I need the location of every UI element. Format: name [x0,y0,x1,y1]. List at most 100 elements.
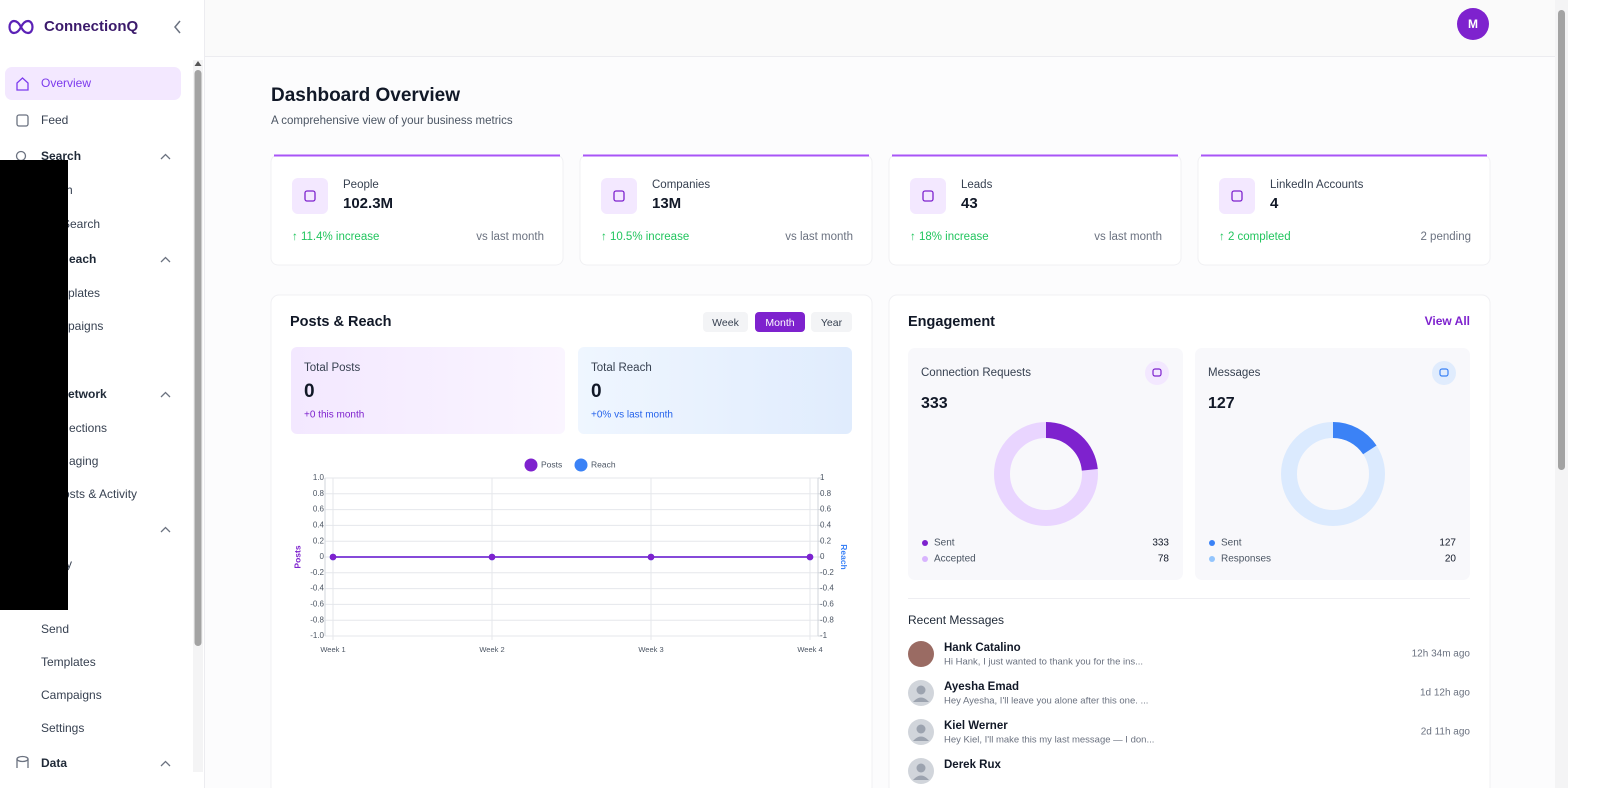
avatar-head [916,685,926,695]
stat-icon [613,190,625,202]
nav-item[interactable]: Feed [41,113,68,127]
y2-tick-label: -0.2 [820,568,834,577]
avatar[interactable] [1457,8,1489,40]
stat-icon-box [910,178,946,214]
top-bar [205,0,1555,56]
stat-value: 13M [652,195,681,212]
stat-value: 4 [1270,195,1279,212]
stat-change: ↑ 11.4% increase [292,231,379,243]
section-chevron[interactable] [160,256,171,263]
sidebar-scroll-thumb[interactable] [194,70,202,646]
x-tick-label: Week 3 [638,645,663,654]
card-icon [1145,361,1169,385]
y-tick-label: 0.6 [313,505,325,514]
message-preview: Hi Hank, I just wanted to thank you for … [944,657,1143,668]
stat-value: 102.3M [343,195,393,212]
nav-item[interactable]: Search [62,217,100,231]
totals: Total Posts 0 +0 this month Total Reach 0 +0%… [291,347,852,434]
nav-item[interactable]: aging [69,454,98,468]
redaction [0,160,68,610]
legend-label: Sent [934,538,955,549]
y-tick-label: -0.2 [310,568,324,577]
data-point [806,553,814,561]
sender-name[interactable]: Ayesha Emad [944,681,1019,693]
period-button[interactable] [703,312,748,332]
message-preview: Hey Kiel, I'll make this my last message… [944,735,1154,746]
collapse-button[interactable] [174,20,181,34]
y2-tick-label: 0 [820,552,825,561]
message-time: 12h 34m ago [1412,649,1471,660]
nav-item[interactable]: osts & Activity [63,487,137,501]
nav-item[interactable]: Overview [41,76,91,90]
nav-item[interactable]: etwork [68,387,107,401]
nav-item[interactable]: plates [68,286,100,300]
section-chevron[interactable] [160,526,171,533]
nav-item[interactable]: y [66,557,72,571]
y2-tick-label: -0.4 [820,584,834,593]
y-tick-label: 1.0 [313,473,325,482]
section-chevron[interactable] [160,760,171,767]
avatar-head [916,763,926,773]
nav-item[interactable]: paigns [68,319,103,333]
sender-name[interactable]: Kiel Werner [944,720,1008,732]
nav-item[interactable]: ections [69,421,107,435]
period-label[interactable]: Week [712,317,739,329]
stat-note: vs last month [476,231,544,243]
nav-item[interactable]: each [69,252,96,266]
scrollbar-thumb[interactable] [1558,10,1565,470]
legend-swatch [574,458,588,472]
legend-label: Posts [541,459,562,469]
x-tick-label: Week 1 [320,645,345,654]
legend-value: 333 [1152,538,1169,549]
nav-item[interactable]: Send [41,622,69,636]
stat-icon-box [292,178,328,214]
y-tick-label: 0.4 [313,521,325,530]
scroll-up[interactable] [194,61,202,66]
avatar-body [913,697,929,702]
section-chevron[interactable] [160,391,171,398]
avatar [908,641,934,667]
stat-change: ↑ 2 completed [1219,231,1291,243]
total-value: 0 [304,381,315,402]
y2-axis-label: Reach [839,544,849,570]
total-card [291,347,565,434]
period-button[interactable] [755,312,805,332]
y-tick-label: 0 [320,552,325,561]
period-button[interactable] [811,312,852,332]
sender-name[interactable]: Derek Rux [944,759,1001,771]
total-change: +0% vs last month [591,410,673,421]
period-label[interactable]: Year [821,317,843,329]
nav-item[interactable]: Data [41,756,67,770]
legend-label: Sent [1221,538,1242,549]
view-all-link[interactable]: View All [1425,314,1470,328]
card-label: Messages [1208,367,1261,379]
avatar-body [913,736,929,741]
section-title: Recent Messages [908,613,1004,627]
active-item-background [5,67,181,100]
logo [8,19,34,35]
nav-item[interactable]: Campaigns [41,688,102,702]
sender-name[interactable]: Hank Catalino [944,642,1021,654]
stat-change: ↑ 18% increase [910,231,989,243]
y-tick-label: 0.2 [313,536,325,545]
stat-note: 2 pending [1420,231,1471,243]
stat-note: vs last month [785,231,853,243]
total-card [578,347,852,434]
total-label: Total Reach [591,362,652,374]
data-point [488,553,496,561]
stat-label: LinkedIn Accounts [1270,179,1364,191]
y2-tick-label: 0.2 [820,536,832,545]
card-icon [1432,361,1456,385]
nav-item[interactable]: Search [41,149,81,163]
nav-item[interactable]: Templates [41,655,96,669]
period-label[interactable]: Month [765,317,794,329]
y2-tick-label: 1 [820,473,825,482]
y2-tick-label: -1 [820,631,828,640]
section-chevron[interactable] [160,153,171,160]
page-title: Dashboard Overview [271,85,460,106]
engagement-card [908,348,1183,580]
y-tick-label: 0.8 [313,489,325,498]
page-subtitle: A comprehensive view of your business me… [271,115,513,127]
nav-item[interactable]: Settings [41,721,84,735]
brand: ConnectionQ [44,18,138,35]
